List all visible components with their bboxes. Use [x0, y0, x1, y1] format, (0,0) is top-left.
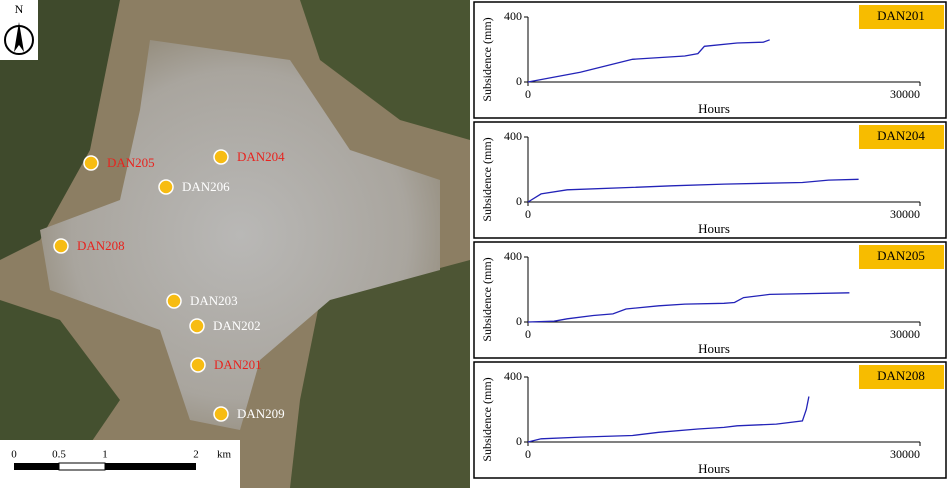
x-tick-label: 30000 — [890, 207, 920, 221]
site-label: DAN205 — [107, 155, 155, 170]
tag-box — [859, 5, 944, 29]
scale-label: 2 — [193, 449, 199, 461]
mine-pit — [40, 40, 440, 430]
chart-panel: 0 400 0 30000 Hours Subsidence (mm) DAN204 — [473, 121, 947, 239]
x-tick-label: 0 — [525, 327, 531, 341]
tag-box — [859, 365, 944, 389]
x-axis-label: Hours — [698, 341, 730, 356]
chart-title: DAN208 — [877, 368, 925, 383]
x-tick-label: 30000 — [890, 327, 920, 341]
scale-label: 0 — [11, 449, 17, 461]
site-label: DAN203 — [190, 293, 238, 308]
scale-segment — [58, 462, 106, 471]
y-axis-label: Subsidence (mm) — [480, 137, 494, 221]
forest — [290, 260, 470, 488]
site-marker — [53, 238, 69, 254]
forest — [300, 0, 470, 140]
chart-title: DAN204 — [877, 128, 925, 143]
scale-bar: 0 0.5 1 2 km — [0, 440, 240, 488]
site-marker — [213, 149, 229, 165]
site-marker — [213, 406, 229, 422]
scale-segment — [105, 463, 196, 470]
y-tick-label: 0 — [516, 194, 522, 208]
tag-box — [859, 125, 944, 149]
north-label: N — [15, 2, 24, 16]
scale-label: 0.5 — [52, 449, 66, 461]
site-marker — [83, 155, 99, 171]
data-line — [527, 178, 859, 203]
y-axis-label: Subsidence (mm) — [480, 257, 494, 341]
y-tick-label: 400 — [504, 9, 522, 23]
site-label: DAN209 — [237, 406, 285, 421]
x-tick-label: 30000 — [890, 87, 920, 101]
site-marker — [166, 293, 182, 309]
forest — [0, 0, 120, 260]
y-tick-label: 400 — [504, 249, 522, 263]
y-axis-label: Subsidence (mm) — [480, 17, 494, 101]
compass: N — [0, 0, 38, 60]
y-tick-label: 0 — [516, 314, 522, 328]
x-axis-label: Hours — [698, 461, 730, 476]
scale-segment — [14, 463, 59, 470]
site-label: DAN202 — [213, 318, 261, 333]
y-axis-label: Subsidence (mm) — [480, 377, 494, 461]
chart-title: DAN205 — [877, 248, 925, 263]
chart-panel: 0 400 0 30000 Hours Subsidence (mm) DAN205 — [473, 241, 947, 359]
satellite-map: N 0 0.5 1 2 km DAN205 DAN204DAN206DAN208DAN20… — [0, 0, 470, 488]
site-label: DAN208 — [77, 238, 125, 253]
y-tick-label: 0 — [516, 434, 522, 448]
tag-box — [859, 245, 944, 269]
x-tick-label: 0 — [525, 207, 531, 221]
site-label: DAN201 — [214, 357, 262, 372]
data-line — [527, 39, 770, 83]
x-tick-label: 30000 — [890, 447, 920, 461]
y-tick-label: 0 — [516, 74, 522, 88]
site-label: DAN204 — [237, 149, 285, 164]
compass-arrow — [14, 22, 24, 52]
x-axis-label: Hours — [698, 221, 730, 236]
scale-label: 1 — [102, 449, 108, 461]
x-tick-label: 0 — [525, 87, 531, 101]
x-tick-label: 0 — [525, 447, 531, 461]
chart-panel: 0 400 0 30000 Hours Subsidence (mm) DAN208 — [473, 361, 947, 479]
chart-panel: 0 400 0 30000 Hours Subsidence (mm) DAN201 — [473, 1, 947, 119]
markers: DAN205 DAN204 DAN206 DAN208 DAN203 DAN202 DAN2… — [53, 149, 285, 422]
site-marker — [158, 179, 174, 195]
data-line — [527, 396, 810, 443]
site-marker — [190, 357, 206, 373]
charts: 0 400 0 30000 Hours Subsidence (mm) DAN201 0 400… — [473, 1, 947, 479]
site-label: DAN206 — [182, 179, 230, 194]
chart-title: DAN201 — [877, 8, 925, 23]
site-marker — [189, 318, 205, 334]
scale-label: km — [217, 449, 232, 461]
data-line — [527, 292, 850, 323]
x-axis-label: Hours — [698, 101, 730, 116]
y-tick-label: 400 — [504, 369, 522, 383]
y-tick-label: 400 — [504, 129, 522, 143]
